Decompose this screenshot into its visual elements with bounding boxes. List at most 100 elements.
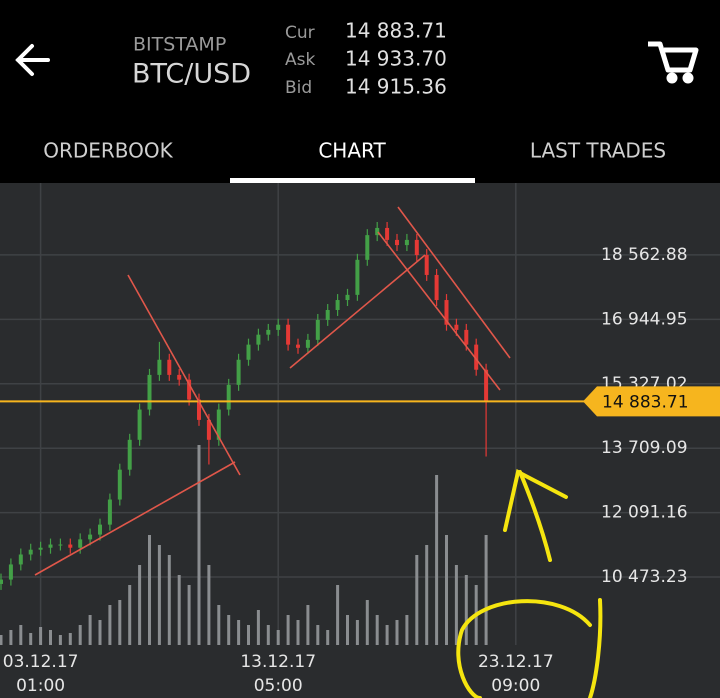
- tab[interactable]: LAST TRADES: [530, 139, 666, 163]
- candle-body: [107, 499, 112, 525]
- candle-body: [226, 384, 231, 410]
- candle-body: [78, 539, 83, 548]
- volume-bar: [9, 630, 13, 645]
- volume-bar: [395, 620, 399, 645]
- volume-bar: [197, 445, 201, 645]
- candle-body: [464, 329, 469, 345]
- tab-active[interactable]: CHART: [318, 139, 386, 163]
- candle-body: [395, 239, 399, 246]
- volume-bar: [108, 605, 112, 645]
- candle-body: [256, 334, 261, 345]
- candle-body: [484, 369, 489, 402]
- volume-bar: [276, 630, 280, 645]
- volume-bar: [237, 620, 241, 645]
- x-tick-label: 13.12.17 05:00: [240, 652, 317, 696]
- candle-body: [375, 227, 380, 236]
- candle-body: [404, 239, 409, 246]
- candle-body: [206, 419, 211, 440]
- volume-bar: [435, 475, 439, 645]
- quote-label: Ask: [285, 50, 315, 70]
- y-tick-label: 12 091.16: [601, 503, 688, 523]
- candle-body: [157, 359, 162, 375]
- volume-bar: [336, 585, 340, 645]
- volume-bar: [405, 615, 409, 645]
- candle-body: [117, 469, 122, 500]
- candle-body: [68, 544, 73, 548]
- volume-bar: [247, 625, 250, 645]
- cart-button[interactable]: [648, 41, 699, 84]
- volume-bar: [118, 600, 122, 645]
- candle-body: [177, 374, 182, 380]
- tab-indicator: [230, 178, 475, 183]
- volume-bar: [286, 615, 290, 645]
- candle-body: [325, 309, 330, 320]
- y-tick-label: 10 473.23: [601, 567, 688, 587]
- back-button[interactable]: [15, 44, 50, 76]
- candle-body: [385, 227, 390, 240]
- candle-body: [28, 549, 33, 555]
- candle-body: [98, 524, 102, 535]
- candle-body: [296, 344, 300, 348]
- candle-body: [236, 359, 241, 385]
- volume-bar: [88, 615, 92, 645]
- header-bg: [0, 0, 720, 183]
- volume-bar: [306, 605, 310, 645]
- candle-body: [0, 579, 3, 584]
- volume-bar: [425, 545, 429, 645]
- volume-bar: [19, 625, 23, 645]
- candle-body: [454, 324, 459, 330]
- quote-value: 14 933.70: [345, 47, 447, 71]
- candle-body: [414, 239, 419, 256]
- candle-body: [335, 300, 340, 310]
- exchange: BITSTAMP: [133, 34, 226, 56]
- candle-body: [127, 439, 132, 470]
- pair: BTC/USD: [132, 59, 251, 90]
- volume-bar: [365, 600, 369, 645]
- candle-body: [88, 534, 93, 540]
- candle-body: [305, 339, 310, 348]
- candle-body: [434, 274, 439, 301]
- last-price-label: 14 883.71: [602, 392, 689, 412]
- x-tick-label: 23.12.17 09:00: [477, 652, 554, 696]
- volume-bar: [484, 535, 488, 645]
- quote-value: 14 883.71: [345, 19, 447, 43]
- candle-body: [424, 255, 429, 275]
- volume-bar: [148, 535, 151, 645]
- volume-bar: [207, 565, 211, 645]
- volume-bar: [49, 630, 52, 645]
- volume-bar: [98, 620, 102, 645]
- volume-bar: [415, 555, 419, 645]
- volume-bar: [157, 545, 161, 645]
- volume-bar: [227, 615, 231, 645]
- volume-bar: [78, 625, 82, 645]
- candle-body: [58, 544, 63, 546]
- candle-body: [444, 300, 449, 325]
- candle-body: [355, 259, 360, 295]
- volume-bar: [355, 620, 359, 645]
- volume-bar: [296, 620, 300, 645]
- y-tick-label: 13 709.09: [601, 438, 688, 458]
- candle-body: [147, 374, 152, 410]
- candle-body: [474, 344, 479, 370]
- volume-bar: [187, 585, 191, 645]
- volume-bar: [217, 605, 221, 645]
- candle-body: [246, 344, 251, 360]
- candle-body: [197, 399, 201, 420]
- candle-body: [286, 324, 291, 345]
- annotation: [456, 469, 603, 698]
- trend-lines: [34, 206, 511, 576]
- candle-body: [167, 359, 172, 375]
- y-tick-label: 16 944.95: [601, 309, 688, 329]
- candle-body: [345, 294, 350, 301]
- quote-label: Cur: [285, 23, 315, 43]
- quote-value: 14 915.36: [345, 75, 447, 99]
- candle-body: [18, 554, 23, 565]
- volume-bar: [167, 555, 171, 645]
- tab[interactable]: ORDERBOOK: [43, 139, 173, 163]
- volume-bar: [385, 625, 389, 645]
- candle-body: [276, 324, 281, 330]
- volume-bar: [68, 633, 72, 645]
